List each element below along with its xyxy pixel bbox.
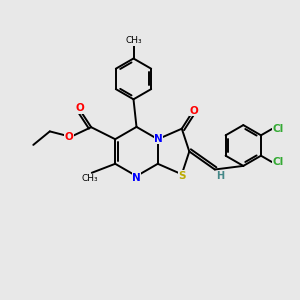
Text: S: S bbox=[179, 171, 186, 181]
Text: O: O bbox=[75, 103, 84, 113]
Text: O: O bbox=[189, 106, 198, 116]
Text: CH₃: CH₃ bbox=[82, 174, 99, 183]
Text: CH₃: CH₃ bbox=[125, 36, 142, 45]
Text: H: H bbox=[216, 171, 224, 181]
Text: N: N bbox=[132, 172, 141, 183]
Text: N: N bbox=[154, 134, 163, 144]
Text: Cl: Cl bbox=[273, 124, 284, 134]
Text: O: O bbox=[65, 132, 74, 142]
Text: Cl: Cl bbox=[273, 157, 284, 167]
